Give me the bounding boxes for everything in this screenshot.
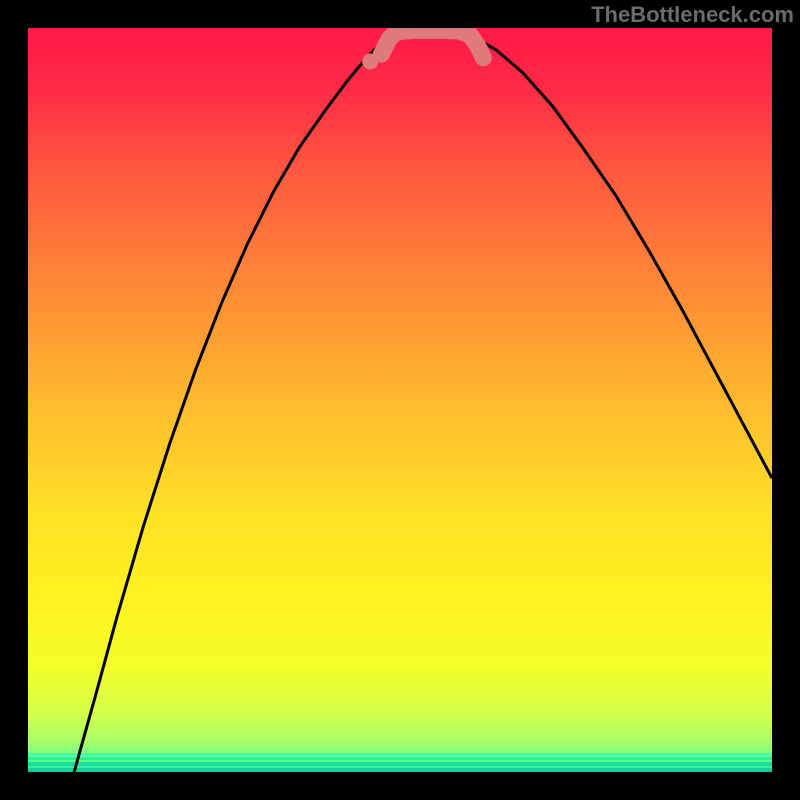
border-right — [772, 0, 800, 800]
curve-layer — [28, 28, 772, 772]
right-curve — [478, 39, 772, 478]
plot-area — [28, 28, 772, 772]
left-curve — [74, 43, 381, 772]
pink-segment — [381, 30, 483, 58]
border-left — [0, 0, 28, 800]
border-bottom — [0, 772, 800, 800]
chart-frame: TheBottleneck.com — [0, 0, 800, 800]
pink-start-dot — [362, 53, 378, 69]
watermark-text: TheBottleneck.com — [591, 2, 794, 28]
